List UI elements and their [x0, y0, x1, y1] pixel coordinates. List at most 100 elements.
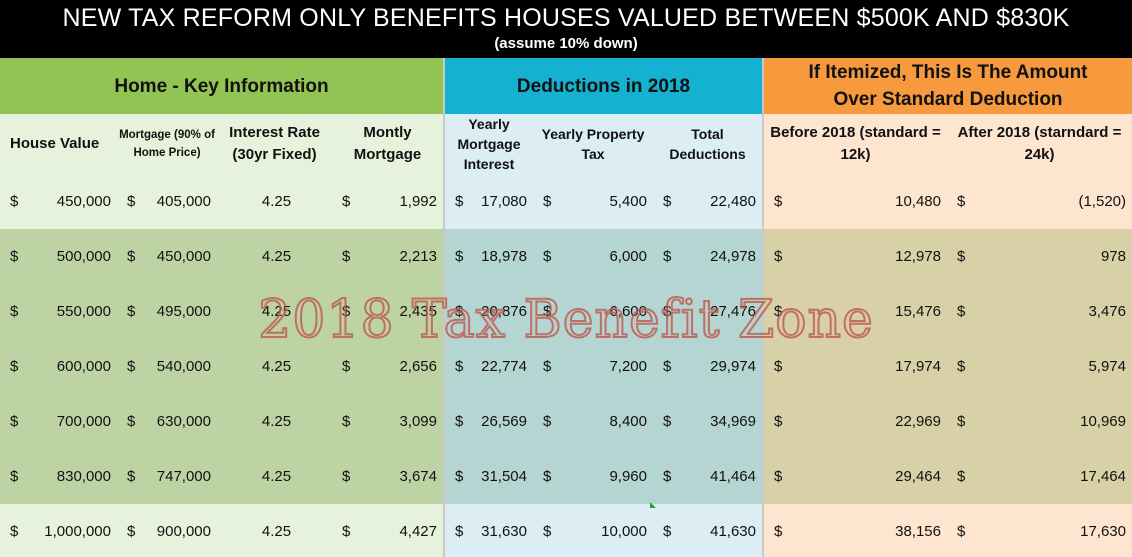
cell-value-monthly-mortgage: 2,656: [399, 358, 437, 375]
currency-symbol: $: [543, 193, 552, 210]
cell-total-deductions: $27,476: [653, 284, 764, 339]
cell-value-property-tax: 9,960: [609, 468, 647, 485]
currency-symbol: $: [957, 468, 966, 485]
tax-table: Home - Key Information Deductions in 2018…: [0, 58, 1132, 557]
currency-symbol: $: [663, 193, 672, 210]
cell-value-property-tax: 8,400: [609, 413, 647, 430]
cell-property-tax: $6,000: [533, 229, 653, 284]
column-header-yearly-interest: Yearly Mortgage Interest: [445, 114, 533, 174]
cell-value-mortgage: 450,000: [156, 248, 211, 265]
cell-value-before-2018: 17,974: [895, 358, 941, 375]
cell-interest-rate: 4.25: [217, 174, 332, 229]
cell-value-yearly-interest: 26,569: [481, 413, 527, 430]
currency-symbol: $: [774, 468, 783, 485]
currency-symbol: $: [455, 413, 464, 430]
cell-value-monthly-mortgage: 2,435: [399, 303, 437, 320]
cell-value-monthly-mortgage: 2,213: [399, 248, 437, 265]
cell-value-property-tax: 7,200: [609, 358, 647, 375]
column-header-after-2018: After 2018 (starndard = 24k): [947, 114, 1132, 174]
cell-monthly-mortgage: $2,435: [332, 284, 445, 339]
cell-value-house-value: 600,000: [56, 358, 111, 375]
currency-symbol: $: [543, 468, 552, 485]
cell-after-2018: $978: [947, 229, 1132, 284]
cell-property-tax: $9,960: [533, 449, 653, 504]
cell-total-deductions: $41,464: [653, 449, 764, 504]
currency-symbol: $: [455, 193, 464, 210]
currency-symbol: $: [543, 523, 552, 540]
cell-total-deductions: $29,974: [653, 339, 764, 394]
cell-value-house-value: 700,000: [56, 413, 111, 430]
cell-before-2018: $10,480: [764, 174, 947, 229]
currency-symbol: $: [127, 523, 136, 540]
cell-property-tax: $10,000: [533, 504, 653, 557]
column-header-total-deductions: Total Deductions: [653, 114, 764, 174]
cell-interest-rate: 4.25: [217, 284, 332, 339]
cell-value-before-2018: 15,476: [895, 303, 941, 320]
cell-error-marker: [650, 502, 656, 508]
cell-after-2018: $3,476: [947, 284, 1132, 339]
cell-after-2018: $17,630: [947, 504, 1132, 557]
cell-interest-rate: 4.25: [217, 394, 332, 449]
cell-mortgage: $900,000: [117, 504, 217, 557]
section-header-home-label: Home - Key Information: [114, 75, 329, 97]
column-header-house-value: House Value: [0, 114, 117, 174]
cell-value-before-2018: 12,978: [895, 248, 941, 265]
currency-symbol: $: [10, 523, 19, 540]
currency-symbol: $: [127, 193, 136, 210]
currency-symbol: $: [774, 193, 783, 210]
column-header-before-2018-label: Before 2018 (standard = 12k): [770, 124, 941, 163]
cell-house-value: $450,000: [0, 174, 117, 229]
cell-after-2018: $ (1,520): [947, 174, 1132, 229]
column-header-yearly-interest-label: Yearly Mortgage Interest: [457, 116, 521, 172]
column-header-total-deductions-label: Total Deductions: [669, 126, 746, 162]
currency-symbol: $: [543, 413, 552, 430]
currency-symbol: $: [663, 468, 672, 485]
currency-symbol: $: [663, 303, 672, 320]
cell-value-total-deductions: 41,464: [710, 468, 756, 485]
currency-symbol: $: [663, 413, 672, 430]
currency-symbol: $: [455, 358, 464, 375]
currency-symbol: $: [957, 248, 966, 265]
cell-value-mortgage: 747,000: [156, 468, 211, 485]
cell-value-interest-rate: 4.25: [261, 468, 292, 485]
cell-before-2018: $22,969: [764, 394, 947, 449]
cell-value-interest-rate: 4.25: [261, 413, 292, 430]
section-header-itemized: If Itemized, This Is The Amount Over Sta…: [764, 58, 1132, 114]
column-header-after-2018-label: After 2018 (starndard = 24k): [957, 124, 1122, 163]
cell-value-mortgage: 495,000: [156, 303, 211, 320]
cell-value-after-2018: 10,969: [1080, 413, 1126, 430]
column-header-mortgage-label: Mortgage (90% of Home Price): [119, 129, 215, 159]
cell-value-after-2018: 978: [1100, 248, 1126, 265]
cell-house-value: $500,000: [0, 229, 117, 284]
page-subtitle: (assume 10% down): [494, 35, 638, 52]
cell-before-2018: $17,974: [764, 339, 947, 394]
cell-mortgage: $540,000: [117, 339, 217, 394]
currency-symbol: $: [342, 413, 351, 430]
cell-value-mortgage: 900,000: [156, 523, 211, 540]
cell-house-value: $830,000: [0, 449, 117, 504]
cell-house-value: $600,000: [0, 339, 117, 394]
cell-value-after-2018: (1,520): [1078, 193, 1126, 210]
cell-interest-rate: 4.25: [217, 339, 332, 394]
cell-house-value: $1,000,000: [0, 504, 117, 557]
cell-before-2018: $38,156: [764, 504, 947, 557]
currency-symbol: $: [543, 248, 552, 265]
cell-value-mortgage: 630,000: [156, 413, 211, 430]
currency-symbol: $: [10, 193, 19, 210]
cell-value-interest-rate: 4.25: [261, 303, 292, 320]
cell-value-property-tax: 6,000: [609, 248, 647, 265]
currency-symbol: $: [543, 358, 552, 375]
currency-symbol: $: [663, 523, 672, 540]
cell-value-monthly-mortgage: 3,099: [399, 413, 437, 430]
cell-before-2018: $12,978: [764, 229, 947, 284]
currency-symbol: $: [957, 358, 966, 375]
cell-value-total-deductions: 34,969: [710, 413, 756, 430]
currency-symbol: $: [342, 468, 351, 485]
cell-value-yearly-interest: 18,978: [481, 248, 527, 265]
column-header-house-value-label: House Value: [10, 135, 100, 152]
currency-symbol: $: [342, 523, 351, 540]
currency-symbol: $: [127, 358, 136, 375]
cell-yearly-interest: $22,774: [445, 339, 533, 394]
cell-monthly-mortgage: $2,213: [332, 229, 445, 284]
cell-monthly-mortgage: $3,099: [332, 394, 445, 449]
